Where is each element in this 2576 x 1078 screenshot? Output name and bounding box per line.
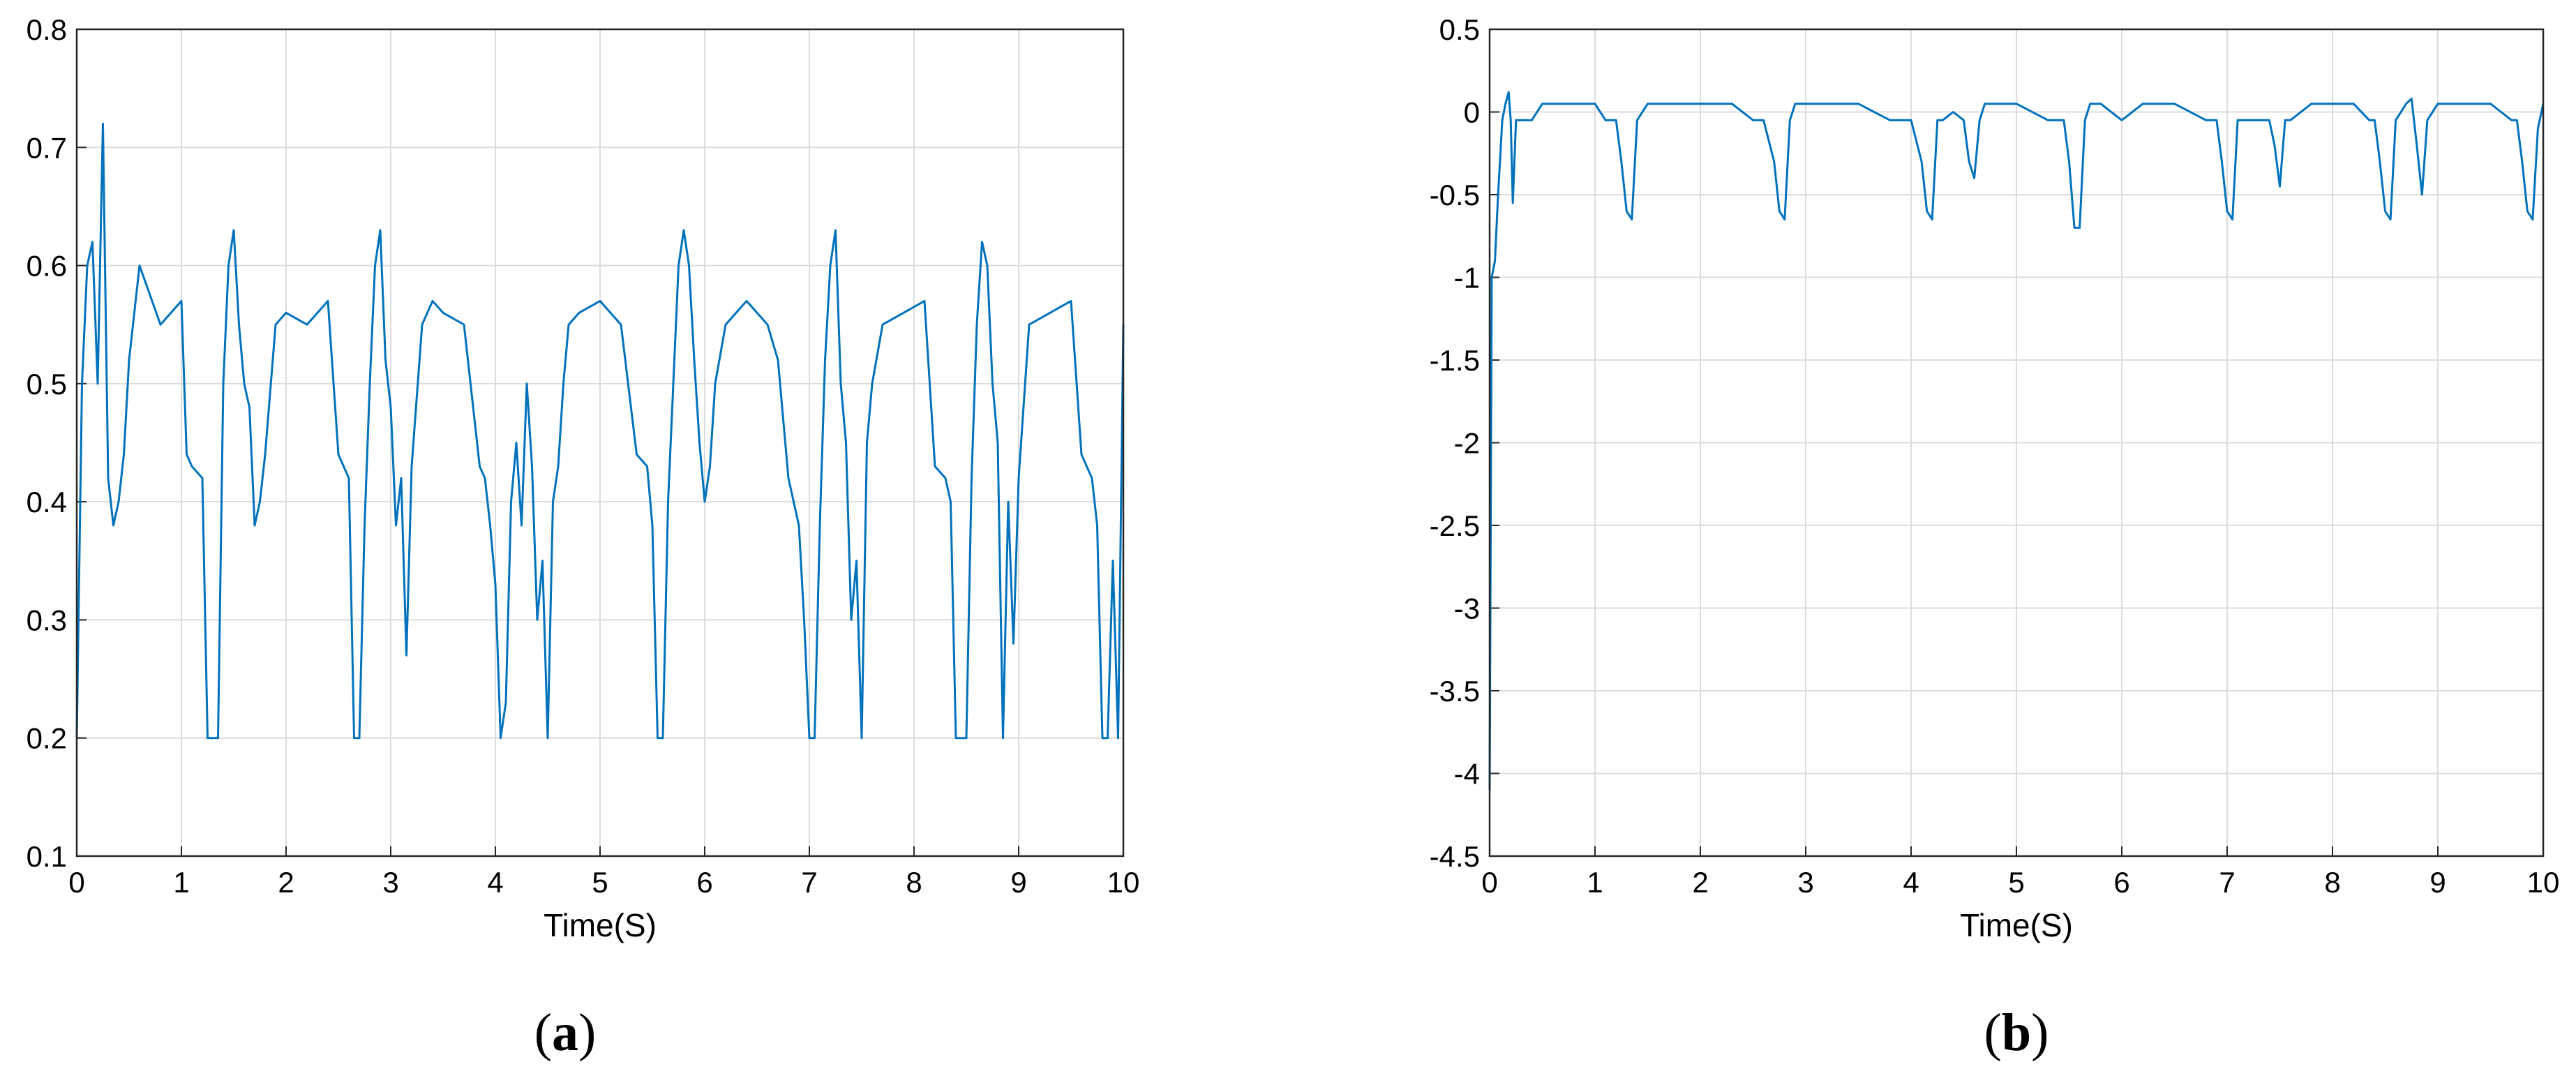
y-tick-label: 0.3	[27, 604, 67, 636]
x-tick-label: 3	[1797, 866, 1813, 899]
panel-caption-letter: b	[2002, 1003, 2031, 1062]
axes-box	[1488, 28, 2545, 858]
x-tick-label: 10	[1107, 866, 1140, 899]
chart-panel-b: 0 1 2 3 4 5 6 7 8 9 10 -4.5 -4 -3.5 -3 -2.5 -2 -1.5 -1 -0.5…	[1430, 13, 2560, 1062]
x-tick-label: 5	[2008, 866, 2024, 899]
x-tick-label: 2	[278, 866, 294, 899]
x-axis-label: Time(S)	[1960, 907, 2073, 943]
y-tick-label: 0.1	[27, 840, 67, 873]
axes-box	[75, 28, 1125, 858]
y-tick-label: 0.4	[27, 486, 67, 518]
x-tick-label: 6	[2113, 866, 2129, 899]
panel-caption-letter: a	[552, 1003, 578, 1062]
y-tick-label: 0.7	[27, 131, 67, 164]
x-tick-label: 6	[696, 866, 712, 899]
x-tick-label: 5	[592, 866, 608, 899]
x-tick-label: 0	[68, 866, 84, 899]
y-tick-label: 0.8	[27, 13, 67, 46]
y-tick-label: -3	[1454, 592, 1480, 625]
x-tick-label: 4	[1903, 866, 1919, 899]
series-line	[1488, 91, 2545, 791]
y-tick-label: -2.5	[1430, 509, 1480, 542]
y-tick-label: -3.5	[1430, 675, 1480, 708]
y-tick-label: -1	[1454, 262, 1480, 294]
y-tick-label: -1.5	[1430, 344, 1480, 377]
y-tick-label: 0.5	[27, 368, 67, 400]
x-tick-label: 7	[801, 866, 817, 899]
y-tick-label: 0.5	[1439, 13, 1480, 46]
panel-caption: (b)	[1984, 1003, 2049, 1062]
x-tick-label: 8	[2324, 866, 2340, 899]
x-tick-label: 10	[2527, 866, 2560, 899]
x-tick-label: 1	[173, 866, 189, 899]
x-tick-label: 3	[382, 866, 398, 899]
y-tick-label: 0.2	[27, 722, 67, 755]
x-tick-label: 7	[2219, 866, 2235, 899]
x-tick-label: 0	[1481, 866, 1497, 899]
y-tick-label: -0.5	[1430, 179, 1480, 211]
x-tick-label: 9	[2429, 866, 2446, 899]
x-tick-label: 8	[906, 866, 922, 899]
y-tick-label: 0.6	[27, 250, 67, 283]
panel-caption: (a)	[534, 1003, 597, 1062]
y-tick-label: -4	[1454, 758, 1480, 791]
chart-panel-a: 0 1 2 3 4 5 6 7 8 9 10 0.1 0.2 0.3 0.4 0.5 0.6 0.7 0.8 Time…	[27, 13, 1140, 1062]
y-tick-label: -2	[1454, 427, 1480, 460]
x-tick-label: 4	[487, 866, 503, 899]
series-line	[75, 122, 1125, 740]
y-tick-label: 0	[1464, 96, 1480, 129]
x-tick-label: 2	[1692, 866, 1708, 899]
y-tick-label: -4.5	[1430, 840, 1480, 873]
x-tick-label: 9	[1010, 866, 1026, 899]
x-axis-label: Time(S)	[544, 907, 657, 943]
x-tick-label: 1	[1587, 866, 1603, 899]
